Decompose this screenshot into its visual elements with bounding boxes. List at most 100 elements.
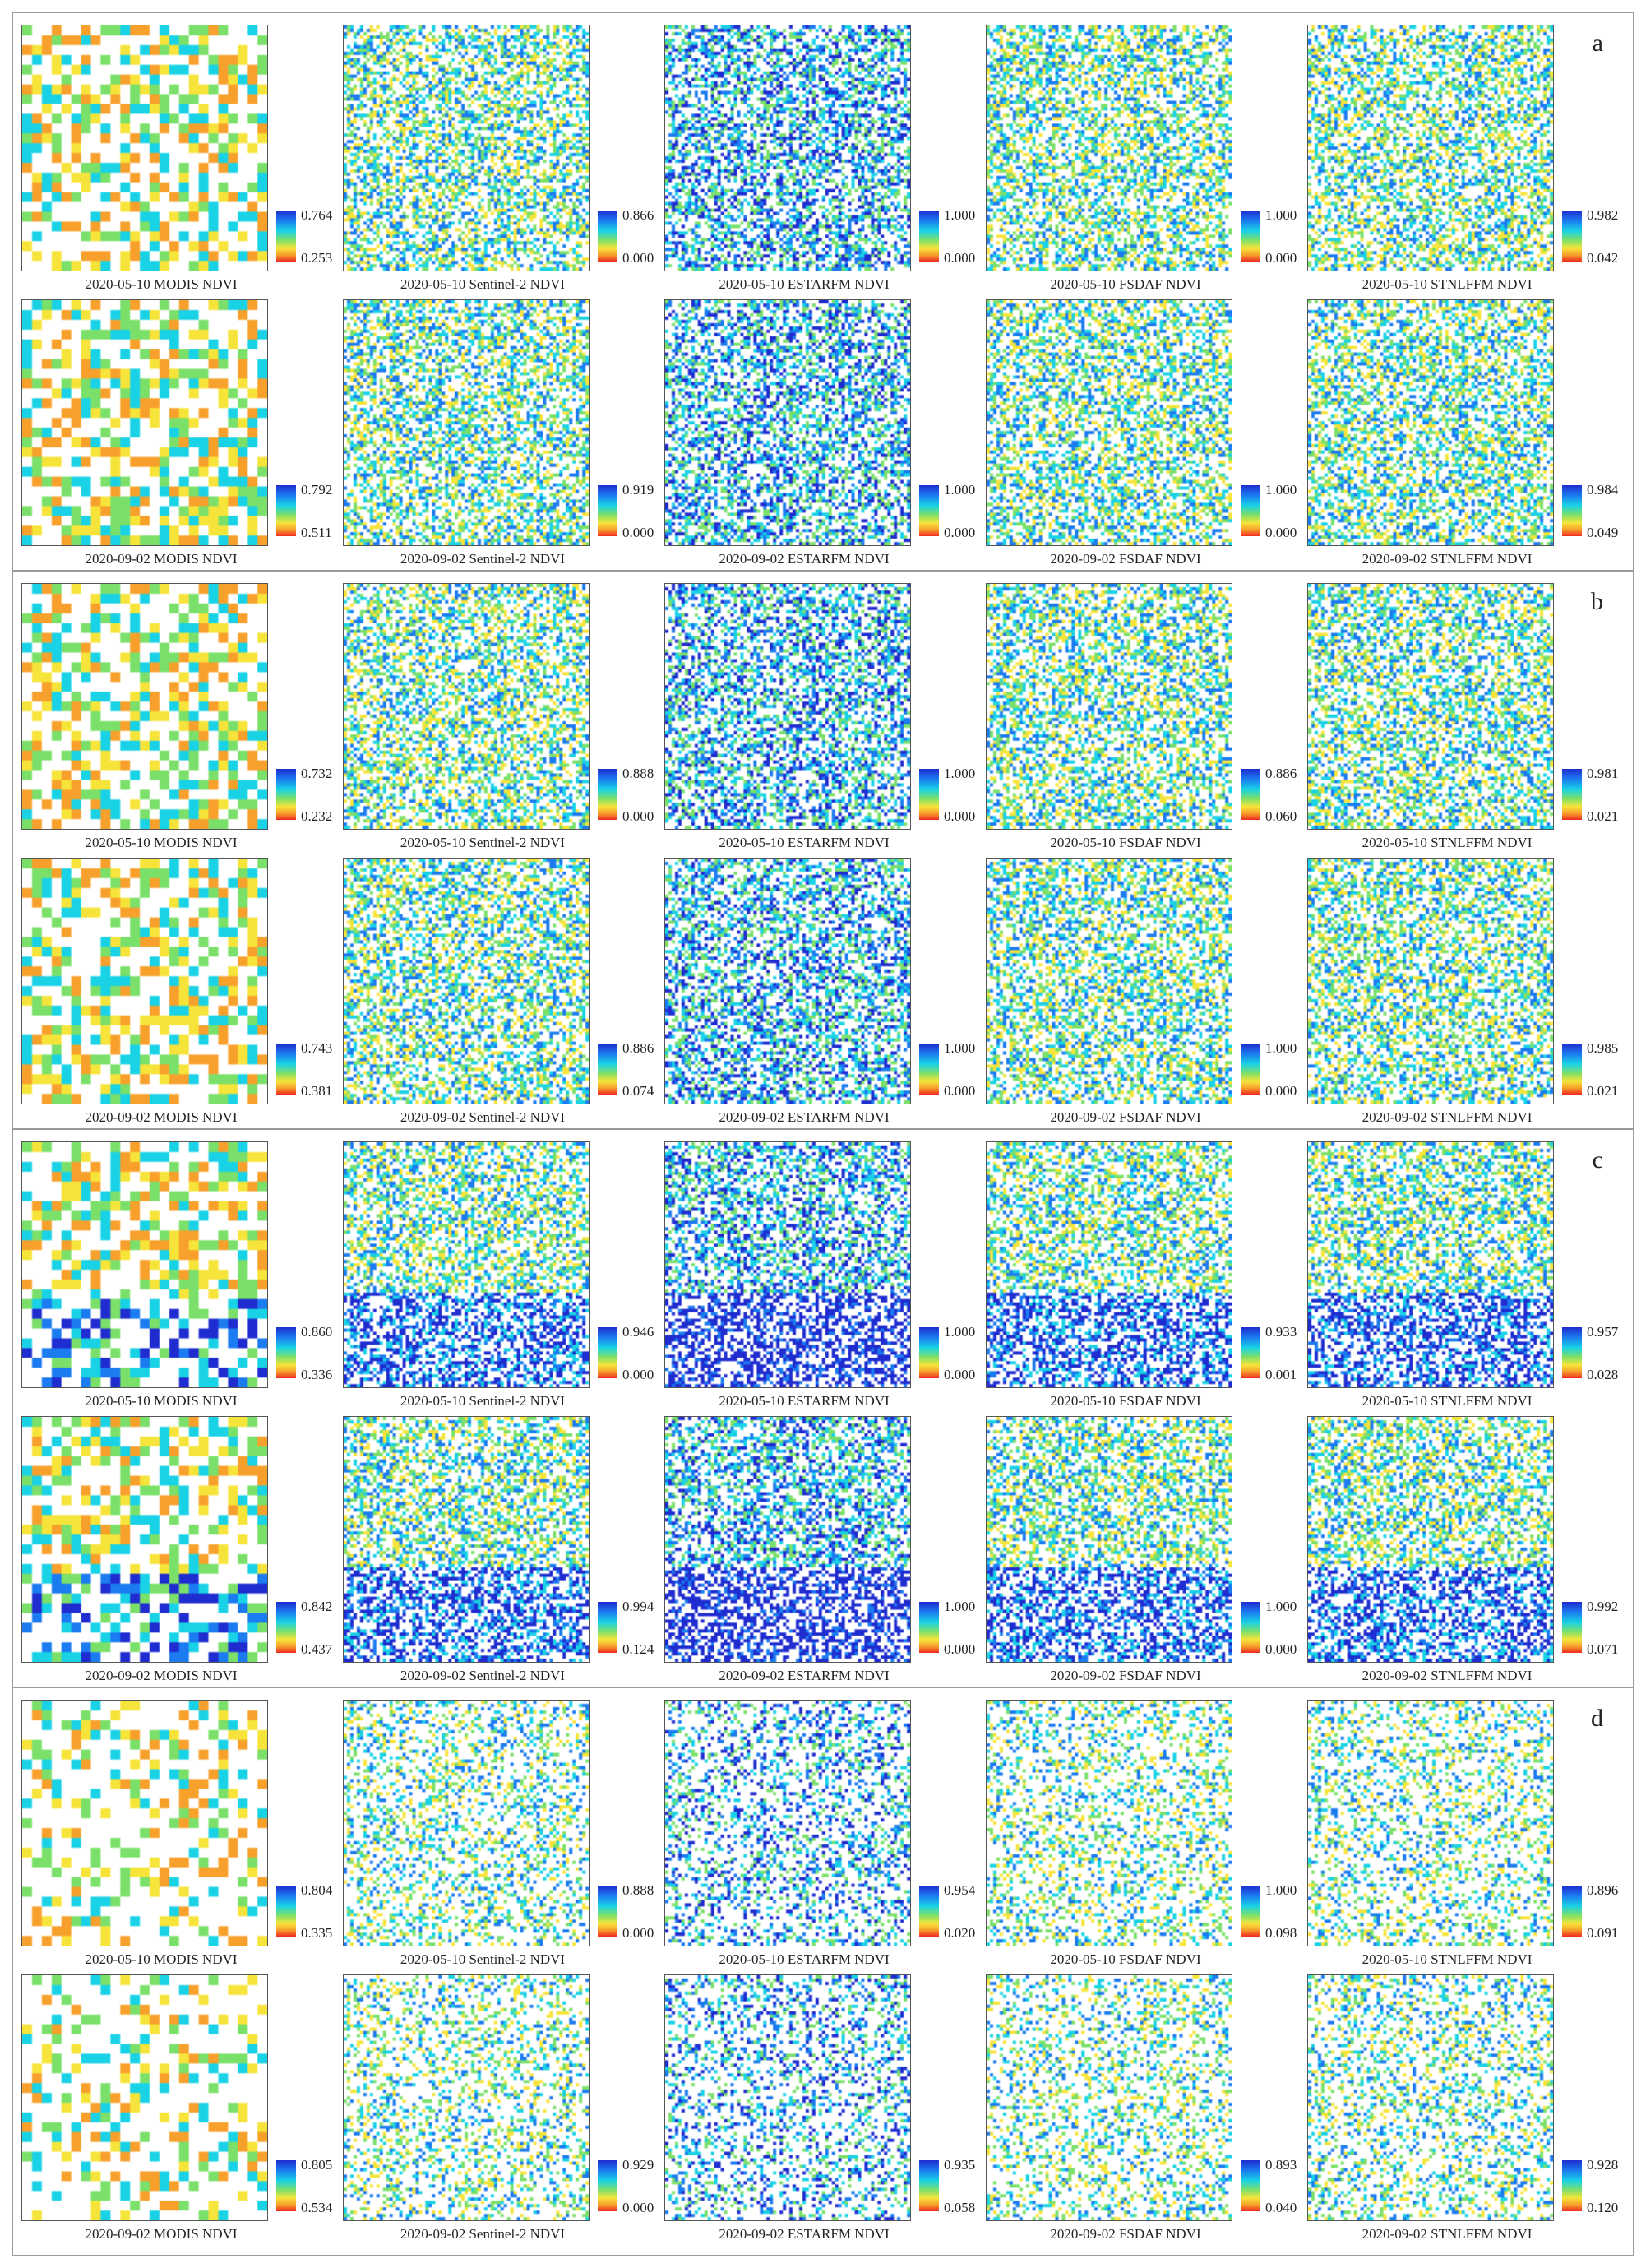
ndvi-map-image — [21, 1141, 268, 1388]
colorbar-max-label: 1.000 — [1265, 207, 1297, 223]
ndvi-map-image — [664, 1141, 911, 1388]
colorbar — [598, 1602, 617, 1653]
map-caption: 2020-09-02 FSDAF NDVI — [1050, 1109, 1201, 1125]
map-caption: 2020-05-10 ESTARFM NDVI — [719, 276, 890, 292]
map-caption: 2020-05-10 ESTARFM NDVI — [719, 1393, 890, 1409]
map-caption: 2020-05-10 STNLFFM NDVI — [1362, 835, 1533, 850]
colorbar-max-label: 0.935 — [944, 2157, 976, 2173]
ndvi-map-canvas — [987, 25, 1232, 271]
ndvi-map-canvas — [344, 300, 589, 545]
map-caption: 2020-09-02 FSDAF NDVI — [1050, 551, 1201, 567]
colorbar — [919, 1044, 939, 1095]
colorbar — [1241, 1327, 1260, 1378]
colorbar-max-label: 0.896 — [1587, 1882, 1619, 1898]
colorbar-max-label: 1.000 — [944, 1599, 976, 1614]
map-caption: 2020-09-02 Sentinel-2 NDVI — [400, 1109, 566, 1125]
ndvi-map-image — [343, 1974, 590, 2221]
colorbar — [1562, 1886, 1582, 1937]
colorbar-min-label: 0.381 — [301, 1083, 333, 1099]
ndvi-map-image — [664, 583, 911, 830]
colorbar-max-label: 1.000 — [944, 482, 976, 498]
colorbar-max-label: 0.929 — [622, 2157, 654, 2173]
ndvi-map-canvas — [665, 1701, 910, 1946]
ndvi-map-canvas — [665, 584, 910, 829]
ndvi-map-canvas — [1308, 584, 1553, 829]
map-caption: 2020-05-10 MODIS NDVI — [85, 1393, 238, 1409]
map-cell: 0.929 0.000 2020-09-02 Sentinel-2 NDVI — [343, 1974, 654, 2246]
map-cell: 0.893 0.040 2020-09-02 FSDAF NDVI — [986, 1974, 1297, 2246]
colorbar-min-label: 0.232 — [301, 808, 333, 824]
colorbar-max-label: 0.886 — [622, 1040, 654, 1056]
ndvi-map-image — [21, 1416, 268, 1663]
map-caption: 2020-05-10 FSDAF NDVI — [1050, 1951, 1201, 1967]
ndvi-map-image — [986, 1416, 1232, 1663]
ndvi-map-canvas — [1308, 300, 1553, 545]
ndvi-map-image — [343, 1416, 590, 1663]
map-cell: 0.888 0.000 2020-05-10 Sentinel-2 NDVI — [343, 583, 654, 854]
colorbar-min-label: 0.000 — [1265, 1083, 1297, 1099]
ndvi-map-image — [343, 25, 590, 271]
colorbar-max-label: 1.000 — [1265, 482, 1297, 498]
colorbar — [919, 485, 939, 536]
ndvi-figure-panel: a 0.764 0.253 2020-05-10 MODIS NDVI 0.866 0.0… — [12, 12, 1634, 2256]
ndvi-map-image — [1307, 1700, 1554, 1946]
ndvi-map-canvas — [1308, 1417, 1553, 1662]
map-cell: 0.919 0.000 2020-09-02 Sentinel-2 NDVI — [343, 299, 654, 571]
colorbar-max-label: 0.893 — [1265, 2157, 1297, 2173]
ndvi-map-image — [986, 25, 1232, 271]
colorbar-min-label: 0.124 — [622, 1641, 654, 1657]
colorbar-max-label: 0.842 — [301, 1599, 333, 1614]
colorbar-min-label: 0.000 — [944, 1083, 976, 1099]
map-cell: 1.000 0.000 2020-05-10 ESTARFM NDVI — [664, 25, 975, 296]
colorbar — [1562, 769, 1582, 820]
ndvi-map-canvas — [22, 1975, 267, 2220]
colorbar-min-label: 0.000 — [622, 1367, 654, 1382]
ndvi-map-canvas — [1308, 859, 1553, 1104]
colorbar-max-label: 0.946 — [622, 1324, 654, 1340]
colorbar-min-label: 0.000 — [622, 250, 654, 266]
colorbar — [1562, 2160, 1582, 2211]
map-caption: 2020-09-02 STNLFFM NDVI — [1362, 2226, 1533, 2242]
colorbar-min-label: 0.020 — [944, 1925, 976, 1941]
colorbar-min-label: 0.000 — [944, 1641, 976, 1657]
colorbar — [276, 1886, 296, 1937]
colorbar-max-label: 0.957 — [1587, 1324, 1619, 1340]
colorbar — [276, 2160, 296, 2211]
ndvi-map-canvas — [1308, 1142, 1553, 1387]
map-cell: 0.928 0.120 2020-09-02 STNLFFM NDVI — [1307, 1974, 1618, 2246]
map-cell: 0.984 0.049 2020-09-02 STNLFFM NDVI — [1307, 299, 1618, 571]
section-letter: a — [1592, 30, 1603, 57]
colorbar-max-label: 0.985 — [1587, 1040, 1619, 1056]
colorbar-max-label: 1.000 — [944, 1040, 976, 1056]
section-letter: c — [1592, 1146, 1603, 1173]
map-caption: 2020-05-10 ESTARFM NDVI — [719, 1951, 890, 1967]
ndvi-map-canvas — [987, 1975, 1232, 2220]
colorbar-max-label: 1.000 — [944, 1324, 976, 1340]
colorbar-min-label: 0.091 — [1587, 1925, 1619, 1941]
map-caption: 2020-05-10 STNLFFM NDVI — [1362, 276, 1533, 292]
ndvi-map-canvas — [987, 584, 1232, 829]
colorbar — [276, 1327, 296, 1378]
colorbar — [598, 1327, 617, 1378]
colorbar-min-label: 0.021 — [1587, 808, 1619, 824]
colorbar — [598, 769, 617, 820]
map-caption: 2020-05-10 FSDAF NDVI — [1050, 1393, 1201, 1409]
ndvi-map-canvas — [1308, 1701, 1553, 1946]
map-cell: 0.933 0.001 2020-05-10 FSDAF NDVI — [986, 1141, 1297, 1413]
ndvi-map-canvas — [987, 859, 1232, 1104]
colorbar-max-label: 0.981 — [1587, 766, 1619, 781]
map-cell: 1.000 0.000 2020-09-02 FSDAF NDVI — [986, 858, 1297, 1129]
ndvi-map-image — [986, 858, 1232, 1104]
colorbar — [1562, 1602, 1582, 1653]
map-caption: 2020-09-02 Sentinel-2 NDVI — [400, 2226, 566, 2242]
colorbar-max-label: 1.000 — [944, 766, 976, 781]
ndvi-map-image — [664, 25, 911, 271]
ndvi-map-canvas — [665, 859, 910, 1104]
map-cell: 0.935 0.058 2020-09-02 ESTARFM NDVI — [664, 1974, 976, 2246]
colorbar — [919, 1886, 939, 1937]
map-caption: 2020-09-02 MODIS NDVI — [85, 551, 238, 567]
colorbar-min-label: 0.000 — [1265, 525, 1297, 540]
map-caption: 2020-05-10 Sentinel-2 NDVI — [400, 1393, 566, 1409]
colorbar-max-label: 0.888 — [622, 1882, 654, 1898]
colorbar-max-label: 1.000 — [1265, 1882, 1297, 1898]
